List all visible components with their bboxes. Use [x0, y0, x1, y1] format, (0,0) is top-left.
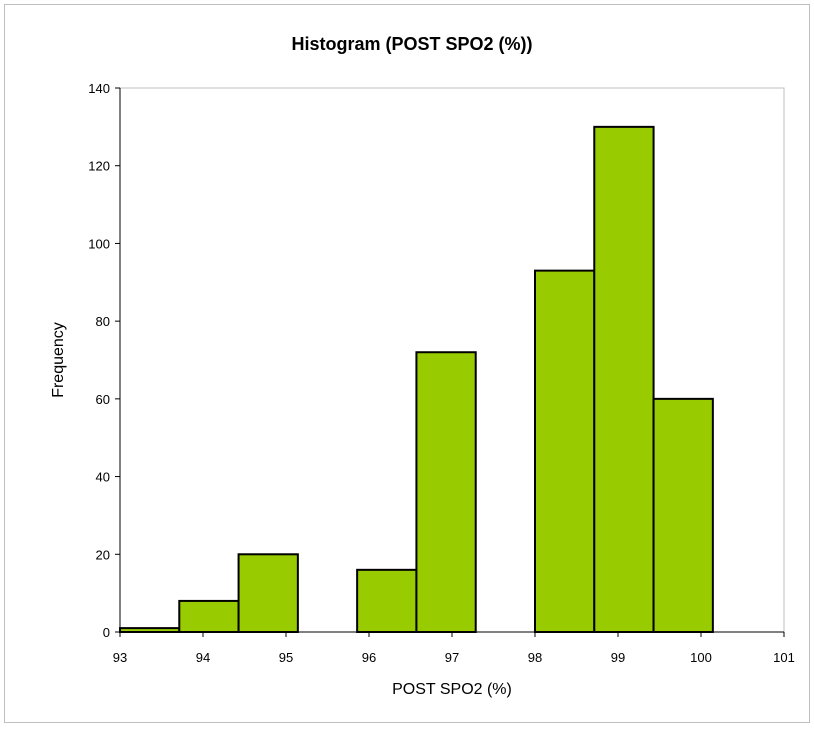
histogram-bar: [237, 553, 299, 633]
x-tick-label: 100: [690, 650, 712, 665]
x-tick-label: 93: [113, 650, 127, 665]
y-tick-label: 0: [103, 625, 110, 640]
x-tick-label: 99: [611, 650, 625, 665]
y-tick-label: 100: [88, 236, 110, 251]
y-axis-title: Frequency: [50, 322, 67, 398]
histogram-bar: [534, 269, 596, 633]
histogram-bar: [652, 397, 714, 633]
x-tick-label: 98: [528, 650, 542, 665]
x-tick-label: 94: [196, 650, 210, 665]
bars-group: [119, 125, 714, 634]
x-ticks-group: 93 94 95 96 97 98 99 100 101: [113, 632, 795, 665]
histogram-bar: [178, 599, 240, 634]
x-tick-label: 101: [773, 650, 795, 665]
y-tick-label: 20: [96, 547, 110, 562]
y-tick-label: 120: [88, 159, 110, 174]
chart-title: Histogram (POST SPO2 (%)): [291, 34, 532, 54]
histogram-bar: [356, 568, 418, 633]
x-axis-title: POST SPO2 (%): [392, 681, 512, 698]
y-tick-label: 60: [96, 392, 110, 407]
histogram-bar: [119, 627, 181, 633]
histogram-bar: [593, 125, 655, 633]
y-tick-label: 80: [96, 314, 110, 329]
histogram-bar: [415, 351, 477, 633]
y-tick-label: 40: [96, 470, 110, 485]
y-tick-label: 140: [88, 81, 110, 96]
x-tick-label: 96: [362, 650, 376, 665]
x-tick-label: 95: [279, 650, 293, 665]
x-tick-label: 97: [445, 650, 459, 665]
y-ticks-group: 0 20 40 60 80 100 120 140: [88, 81, 120, 640]
